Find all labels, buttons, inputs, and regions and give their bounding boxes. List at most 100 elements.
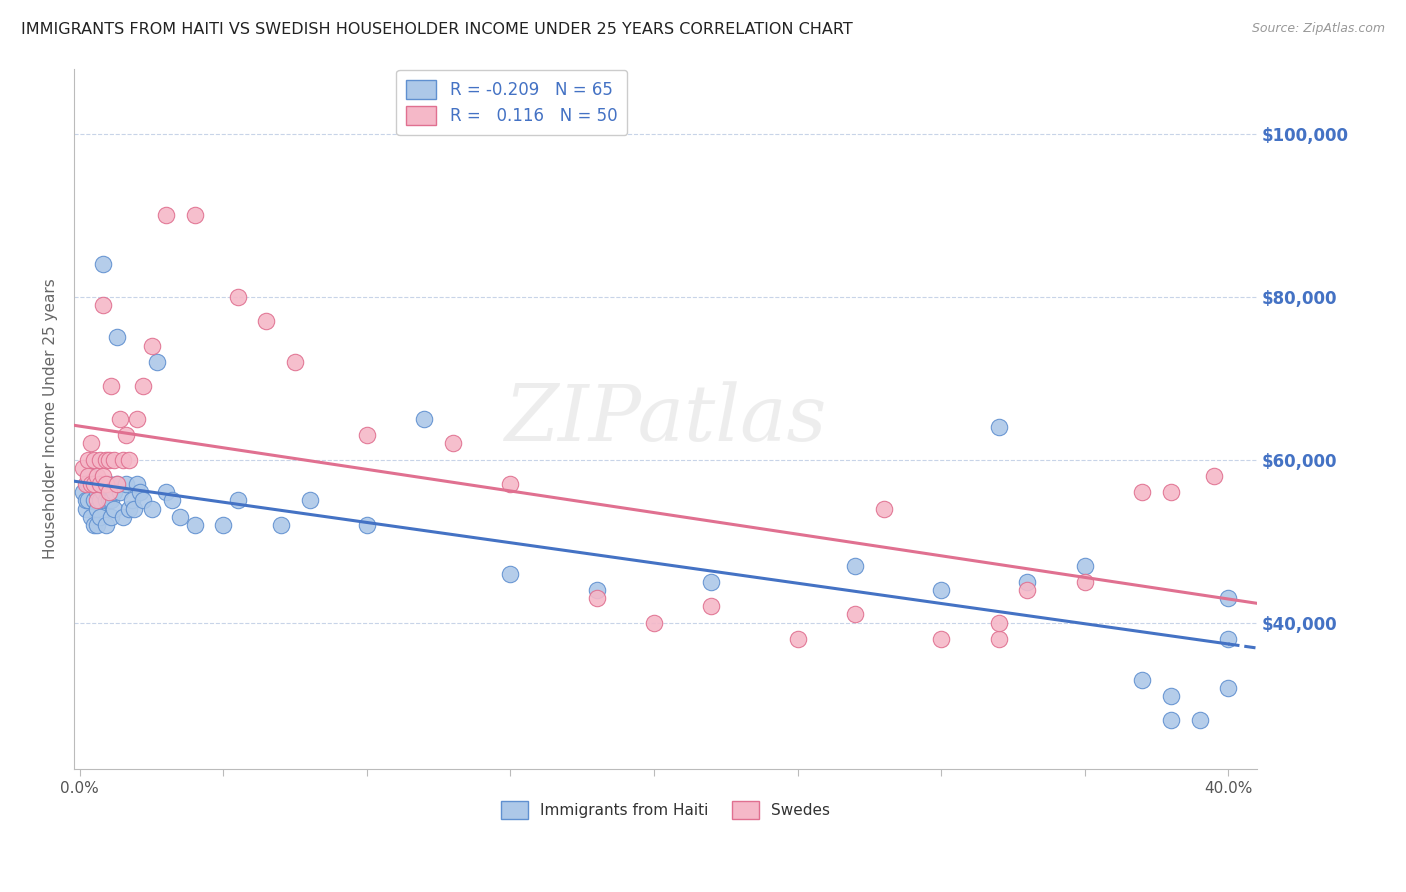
Point — [127, 412, 149, 426]
Point — [117, 501, 139, 516]
Point — [80, 477, 103, 491]
Point — [226, 290, 249, 304]
Text: IMMIGRANTS FROM HAITI VS SWEDISH HOUSEHOLDER INCOME UNDER 25 YEARS CORRELATION C: IMMIGRANTS FROM HAITI VS SWEDISH HOUSEHO… — [21, 22, 853, 37]
Point — [72, 485, 94, 500]
Point — [86, 485, 108, 500]
Point — [97, 477, 120, 491]
Point — [83, 493, 105, 508]
Point — [75, 501, 97, 516]
Point — [1017, 582, 1039, 597]
Point — [91, 257, 114, 271]
Point — [75, 477, 97, 491]
Point — [83, 517, 105, 532]
Point — [700, 599, 723, 614]
Point — [83, 477, 105, 491]
Point — [103, 485, 125, 500]
Text: ZIPatlas: ZIPatlas — [505, 381, 827, 457]
Point — [103, 501, 125, 516]
Point — [1017, 574, 1039, 589]
Point — [124, 501, 146, 516]
Point — [89, 477, 111, 491]
Point — [1160, 714, 1182, 728]
Point — [132, 493, 155, 508]
Point — [356, 517, 378, 532]
Point — [127, 477, 149, 491]
Point — [80, 509, 103, 524]
Point — [155, 208, 177, 222]
Point — [86, 493, 108, 508]
Point — [77, 469, 100, 483]
Point — [72, 460, 94, 475]
Point — [103, 452, 125, 467]
Point — [183, 517, 205, 532]
Point — [94, 493, 117, 508]
Point — [111, 509, 134, 524]
Point — [94, 477, 117, 491]
Point — [80, 469, 103, 483]
Point — [141, 501, 163, 516]
Point — [100, 509, 122, 524]
Point — [108, 485, 131, 500]
Point — [160, 493, 183, 508]
Point — [987, 615, 1010, 630]
Point — [89, 452, 111, 467]
Point — [75, 493, 97, 508]
Point — [108, 412, 131, 426]
Point — [929, 582, 952, 597]
Point — [585, 591, 607, 606]
Point — [146, 355, 169, 369]
Point — [226, 493, 249, 508]
Point — [1202, 469, 1225, 483]
Point — [91, 298, 114, 312]
Point — [89, 493, 111, 508]
Point — [929, 632, 952, 646]
Point — [111, 452, 134, 467]
Point — [94, 477, 117, 491]
Point — [105, 477, 128, 491]
Point — [121, 493, 143, 508]
Point — [1218, 591, 1240, 606]
Point — [786, 632, 808, 646]
Point — [89, 477, 111, 491]
Point — [585, 582, 607, 597]
Point — [114, 477, 136, 491]
Point — [270, 517, 292, 532]
Point — [105, 477, 128, 491]
Point — [441, 436, 464, 450]
Point — [100, 493, 122, 508]
Point — [117, 452, 139, 467]
Legend: Immigrants from Haiti, Swedes: Immigrants from Haiti, Swedes — [495, 795, 837, 825]
Point — [97, 493, 120, 508]
Point — [873, 501, 896, 516]
Point — [77, 477, 100, 491]
Point — [86, 501, 108, 516]
Point — [643, 615, 665, 630]
Point — [1130, 485, 1153, 500]
Point — [169, 509, 191, 524]
Point — [499, 477, 522, 491]
Point — [155, 485, 177, 500]
Point — [844, 607, 866, 622]
Point — [89, 509, 111, 524]
Point — [413, 412, 436, 426]
Text: Source: ZipAtlas.com: Source: ZipAtlas.com — [1251, 22, 1385, 36]
Point — [91, 485, 114, 500]
Point — [105, 330, 128, 344]
Point — [94, 517, 117, 532]
Point — [183, 208, 205, 222]
Point — [132, 379, 155, 393]
Point — [499, 566, 522, 581]
Point — [80, 436, 103, 450]
Point — [86, 517, 108, 532]
Point — [700, 574, 723, 589]
Point — [97, 452, 120, 467]
Point — [356, 428, 378, 442]
Point — [86, 469, 108, 483]
Point — [141, 338, 163, 352]
Point — [987, 420, 1010, 434]
Point — [77, 493, 100, 508]
Point — [987, 632, 1010, 646]
Point — [114, 428, 136, 442]
Point — [1218, 632, 1240, 646]
Point — [1218, 681, 1240, 695]
